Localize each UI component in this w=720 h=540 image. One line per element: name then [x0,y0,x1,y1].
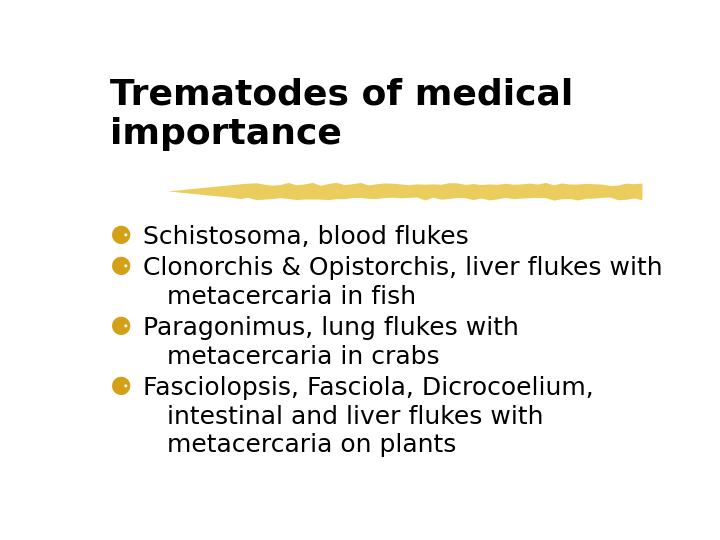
Text: Schistosoma, blood flukes: Schistosoma, blood flukes [143,225,469,249]
Text: ⚈: ⚈ [109,376,132,400]
Text: Clonorchis & Opistorchis, liver flukes with: Clonorchis & Opistorchis, liver flukes w… [143,256,662,280]
Polygon shape [168,183,642,200]
Text: metacercaria in crabs: metacercaria in crabs [143,345,440,369]
Text: Fasciolopsis, Fasciola, Dicrocoelium,: Fasciolopsis, Fasciola, Dicrocoelium, [143,376,594,400]
Text: Paragonimus, lung flukes with: Paragonimus, lung flukes with [143,316,519,340]
Text: ⚈: ⚈ [109,256,132,280]
Text: ⚈: ⚈ [109,225,132,249]
Text: intestinal and liver flukes with: intestinal and liver flukes with [143,404,544,429]
Text: Trematodes of medical
importance: Trematodes of medical importance [109,77,573,151]
Text: metacercaria in fish: metacercaria in fish [143,285,416,309]
Text: metacercaria on plants: metacercaria on plants [143,433,456,457]
Text: ⚈: ⚈ [109,316,132,340]
